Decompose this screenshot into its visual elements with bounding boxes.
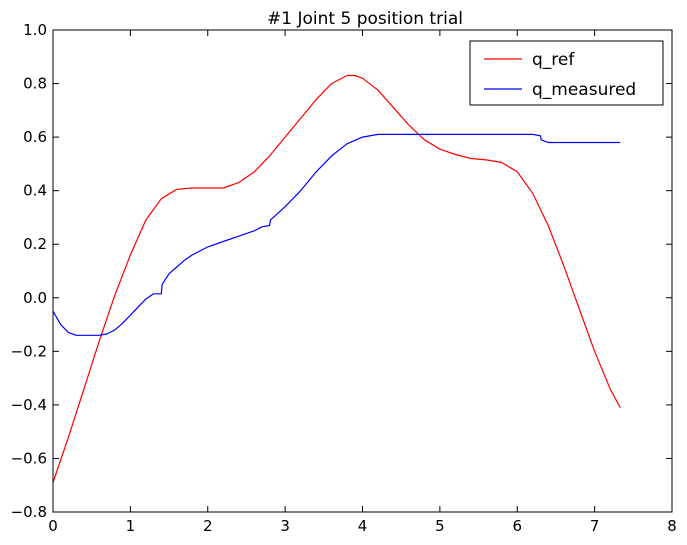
- y-tick-label: −0.8: [11, 503, 47, 521]
- plot-frame: [52, 29, 673, 513]
- x-tick-label: 7: [590, 517, 600, 535]
- legend: q_ref q_measured: [469, 40, 664, 106]
- y-tick-label: −0.4: [11, 396, 47, 414]
- y-tick-label: 0.4: [23, 182, 47, 200]
- x-tick-label: 3: [280, 517, 290, 535]
- x-tick-label: 5: [435, 517, 445, 535]
- legend-box: [469, 40, 664, 106]
- x-tick-label: 4: [358, 517, 368, 535]
- x-tick-label: 1: [126, 517, 136, 535]
- legend-label-q-ref: q_ref: [532, 50, 575, 70]
- x-tick-label: 8: [667, 517, 677, 535]
- y-tick-label: 0.0: [23, 289, 47, 307]
- y-tick-label: −0.2: [11, 342, 47, 360]
- y-tick-label: −0.6: [11, 449, 47, 467]
- x-tick-label: 0: [48, 517, 58, 535]
- x-tick-label: 6: [512, 517, 522, 535]
- y-tick-label: 0.2: [23, 235, 47, 253]
- y-tick-label: 0.8: [23, 75, 47, 93]
- y-tick-label: 1.0: [23, 21, 47, 39]
- x-tick-label: 2: [203, 517, 213, 535]
- chart-title: #1 Joint 5 position trial: [267, 9, 463, 29]
- legend-label-q-measured: q_measured: [532, 80, 636, 100]
- series-lines: [52, 74, 621, 483]
- series-line-q-measured: [52, 133, 621, 336]
- y-tick-label: 0.6: [23, 128, 47, 146]
- series-line-q-ref: [52, 74, 621, 483]
